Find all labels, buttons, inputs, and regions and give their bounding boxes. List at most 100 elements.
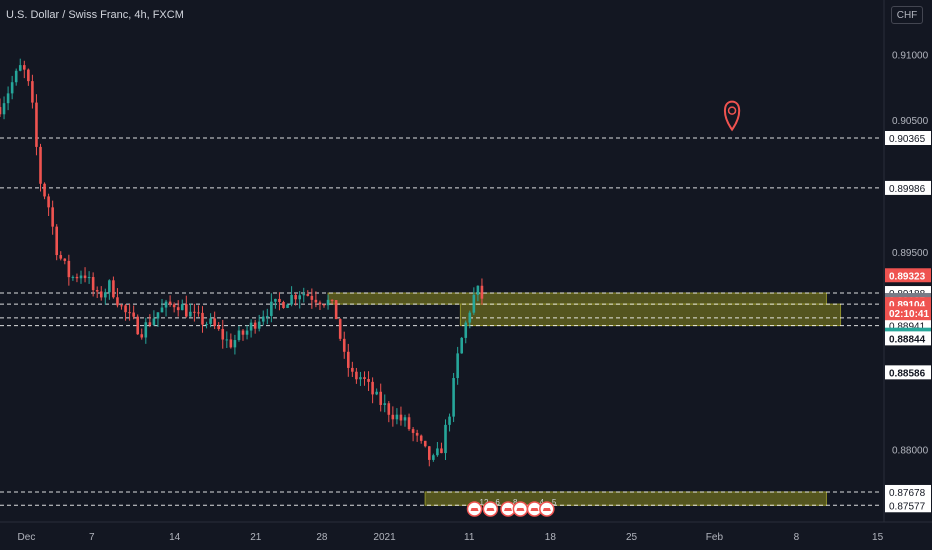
- flag-shape: [470, 508, 479, 511]
- candle-body: [245, 330, 249, 335]
- currency-button[interactable]: CHF: [891, 6, 923, 24]
- candle-body: [99, 291, 103, 298]
- candle-body: [257, 321, 261, 329]
- time-tick-label: 2021: [373, 532, 396, 543]
- level-label-bg: [885, 180, 931, 195]
- candle-body: [314, 299, 318, 303]
- candle-body: [75, 276, 79, 279]
- candle-body: [448, 416, 451, 425]
- candle: [444, 419, 447, 461]
- candle-body: [440, 448, 443, 454]
- candle-body: [423, 440, 427, 447]
- price-label-bg: [885, 306, 931, 321]
- candle: [395, 408, 399, 425]
- candle-body: [6, 93, 10, 104]
- time-tick-label: Feb: [706, 532, 724, 543]
- event-badge-count: 5: [552, 498, 557, 507]
- candle-body: [209, 318, 212, 324]
- candle-body: [468, 312, 472, 323]
- candle-body: [217, 325, 220, 330]
- candle-body: [176, 307, 180, 311]
- candle-body: [338, 319, 342, 339]
- candle: [298, 291, 301, 309]
- candle: [59, 251, 63, 261]
- candle: [51, 200, 54, 235]
- candle: [338, 318, 342, 341]
- price-label-text: 0.88586: [889, 368, 926, 379]
- candle: [355, 367, 358, 384]
- candle: [440, 442, 443, 454]
- event-badges: 12 6 8 4 5: [466, 498, 557, 517]
- candle-body: [67, 260, 71, 278]
- candle-body: [274, 298, 277, 302]
- zone-rect-1[interactable]: [459, 303, 842, 327]
- candle-body: [164, 301, 168, 308]
- candle-body: [253, 322, 257, 329]
- candle: [136, 314, 139, 335]
- candle-body: [403, 417, 407, 421]
- candle-body: [444, 424, 447, 454]
- level-label-text: 0.87577: [889, 501, 926, 512]
- candle: [480, 278, 484, 305]
- candle-body: [63, 258, 67, 261]
- candle-body: [391, 414, 395, 420]
- candle-body: [43, 183, 46, 197]
- event-badge-count: 12: [480, 498, 489, 507]
- supply-demand-zones: [327, 292, 842, 506]
- candle: [249, 319, 253, 338]
- event-badge[interactable]: [512, 501, 529, 517]
- candle: [464, 320, 468, 344]
- level-label-text: 0.90365: [889, 134, 926, 145]
- zone-rect-0[interactable]: [327, 292, 827, 305]
- price-label-text: 02:10:41: [889, 309, 929, 320]
- candle: [23, 60, 26, 79]
- event-badge[interactable]: 5: [539, 498, 557, 517]
- candle-body: [351, 367, 354, 372]
- event-badge[interactable]: 4: [526, 498, 544, 517]
- candle: [35, 94, 38, 156]
- level-label-text: 0.87678: [889, 488, 926, 499]
- candle: [160, 299, 164, 313]
- candle: [237, 326, 241, 342]
- map-pin-icon[interactable]: [723, 100, 741, 132]
- event-badge[interactable]: 12: [466, 498, 489, 517]
- candle-body: [387, 403, 391, 415]
- candle: [193, 303, 196, 322]
- candle: [116, 288, 119, 308]
- candle: [428, 446, 431, 467]
- candle: [351, 361, 354, 378]
- candle: [168, 295, 172, 307]
- level-price-label: 0.89986: [885, 180, 931, 195]
- event-badge-count: 8: [513, 498, 518, 507]
- candle: [367, 371, 370, 391]
- candle-body: [395, 414, 399, 420]
- candle: [221, 319, 225, 349]
- candle: [27, 68, 30, 86]
- candle-body: [407, 417, 411, 430]
- candle-body: [266, 315, 269, 317]
- candle: [83, 267, 87, 283]
- candle-body: [189, 311, 192, 317]
- price-label-bg: [885, 268, 931, 283]
- level-label-text: 0.88941: [889, 322, 926, 333]
- candle: [156, 312, 160, 327]
- candle: [176, 300, 180, 317]
- candle-body: [95, 290, 99, 292]
- candle-body: [180, 304, 184, 311]
- candle-body: [290, 294, 293, 305]
- candle-body: [51, 207, 54, 227]
- candle-body: [116, 297, 119, 306]
- candle-body: [456, 353, 459, 379]
- candle: [452, 372, 455, 423]
- candle-body: [83, 275, 87, 279]
- candle: [124, 304, 127, 321]
- price-tick-label: 0.88000: [892, 446, 929, 457]
- candle: [55, 224, 58, 261]
- candle: [87, 271, 91, 284]
- candle: [270, 293, 273, 323]
- candle-body: [0, 107, 2, 115]
- candle-body: [104, 292, 107, 298]
- event-badge[interactable]: 6: [482, 498, 500, 517]
- price-axis: 0.91000 0.90500 0.89500 0.88000 0.90365 0.899…: [883, 0, 931, 522]
